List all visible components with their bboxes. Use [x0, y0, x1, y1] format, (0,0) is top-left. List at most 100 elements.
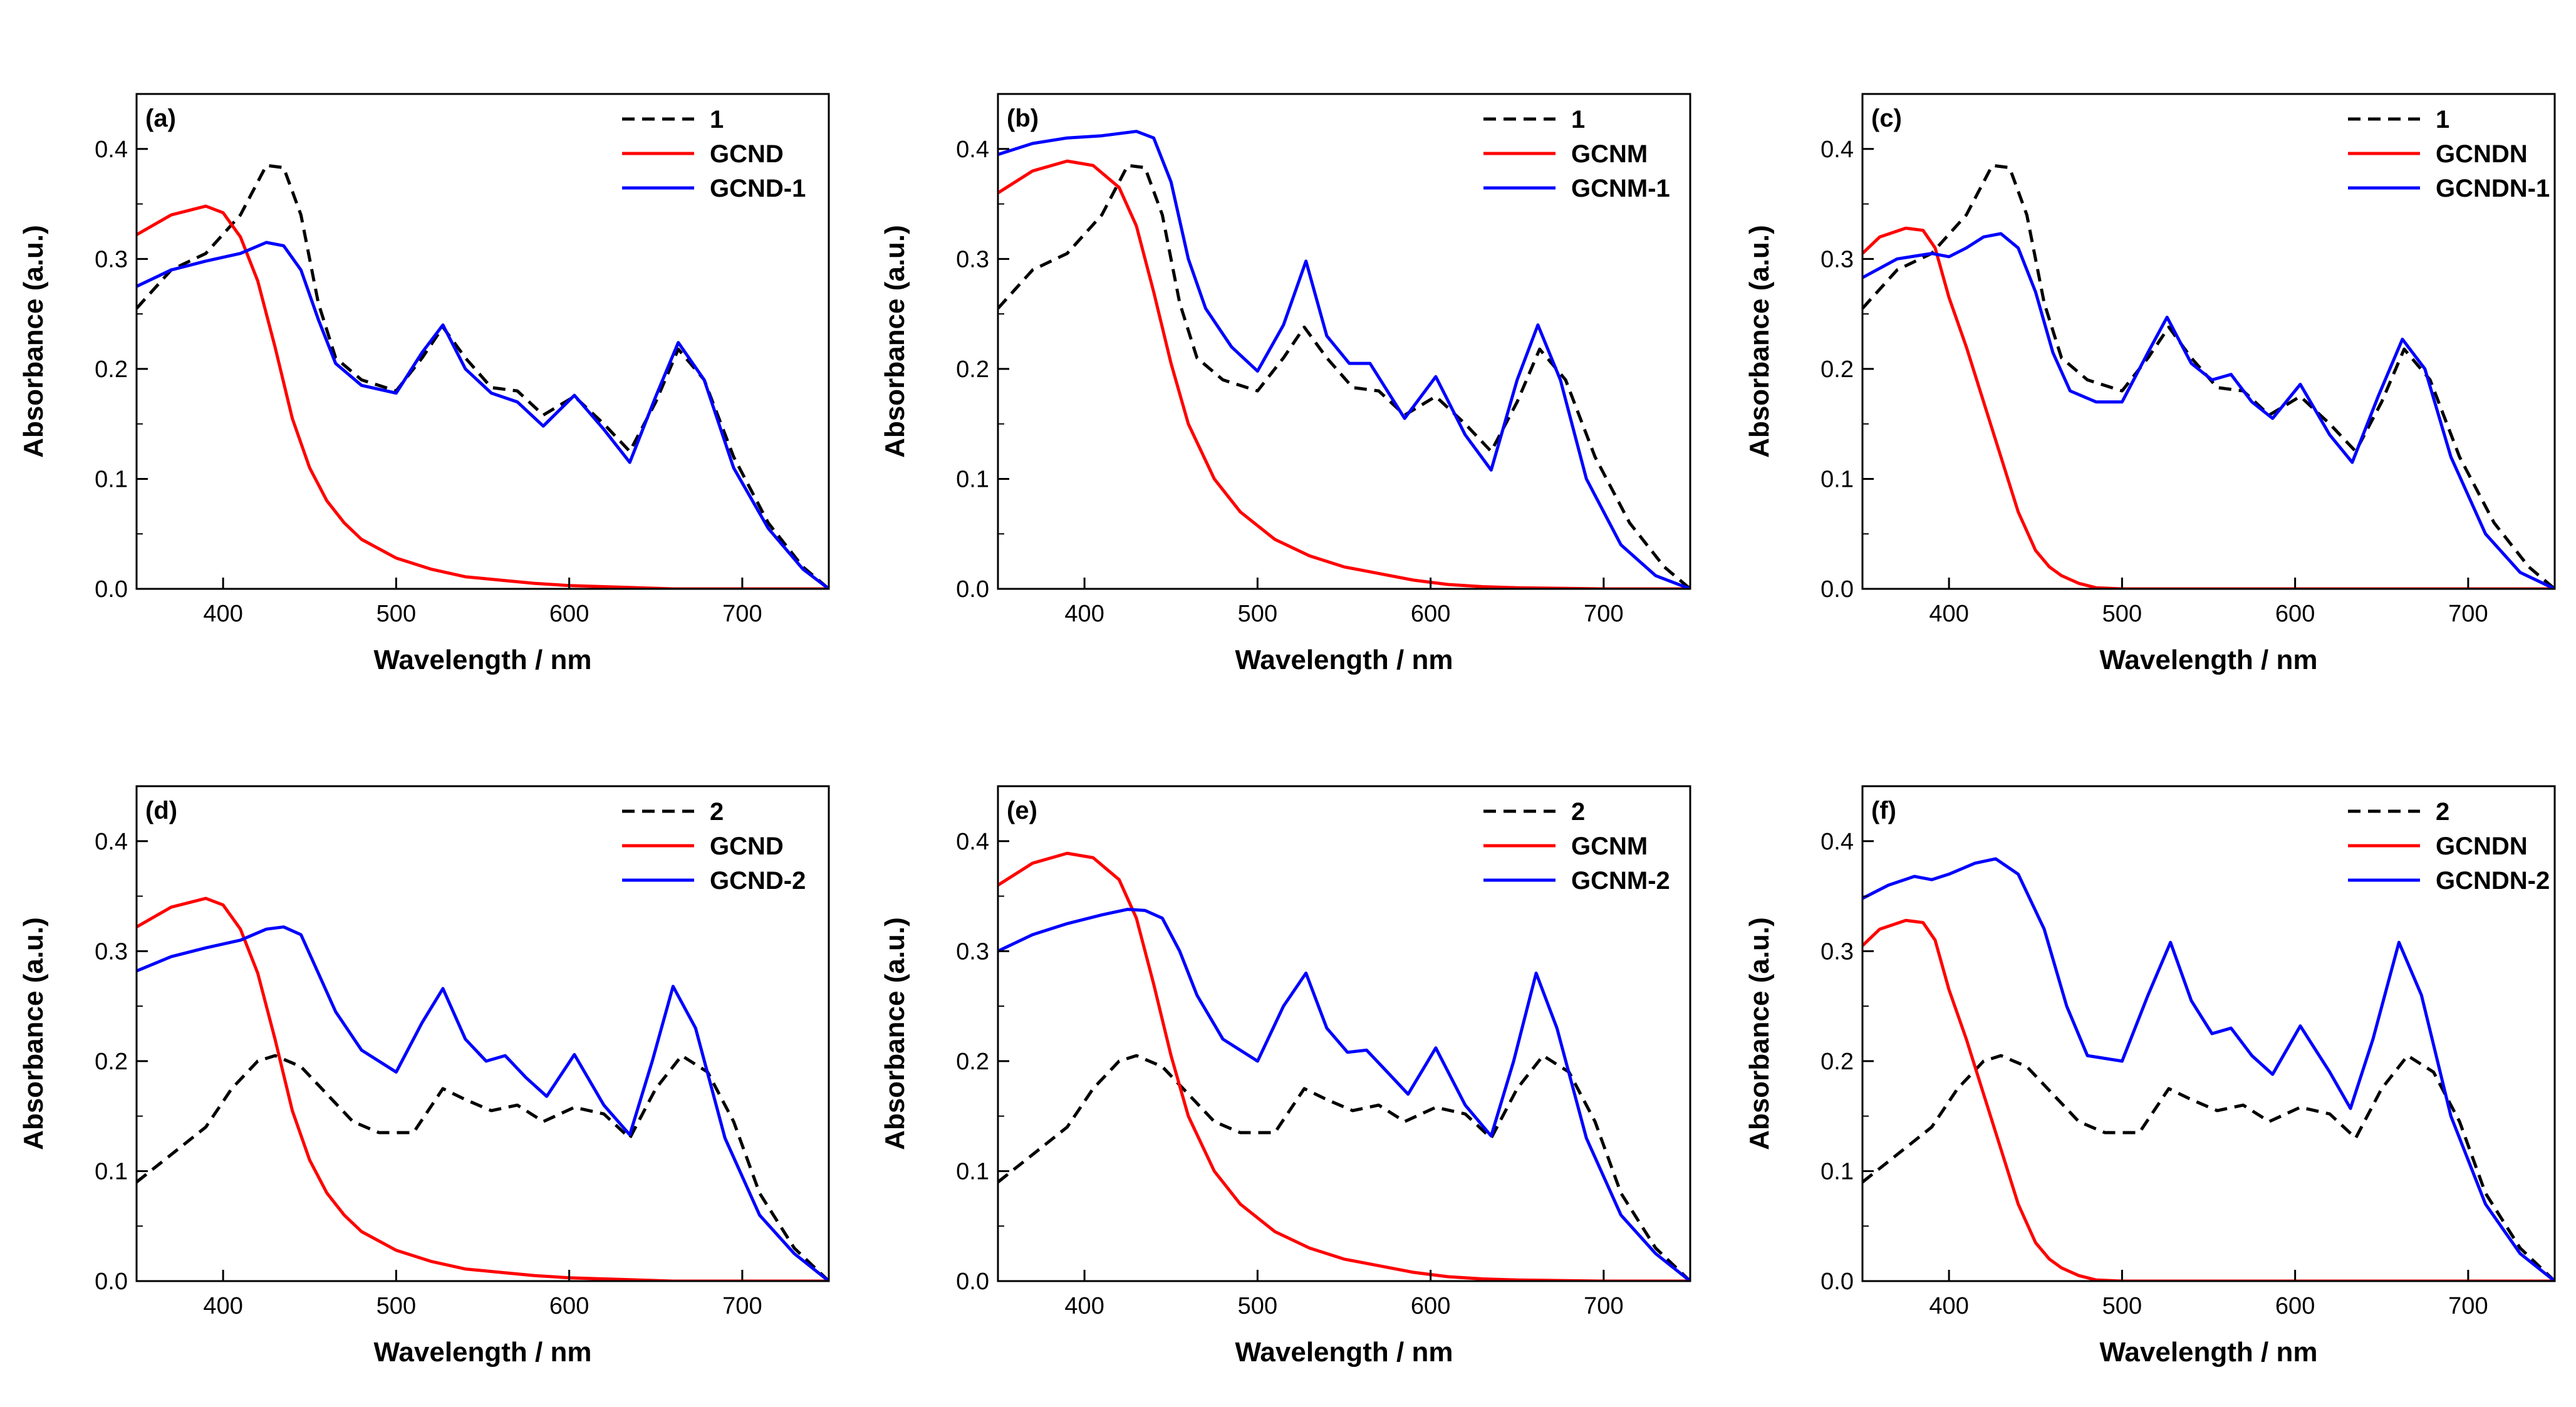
y-axis-title: Absorbance (a.u.) — [880, 917, 910, 1150]
x-tick-label: 600 — [549, 1293, 589, 1319]
legend-label: GCNM — [1571, 833, 1648, 860]
x-tick-label: 500 — [2102, 1293, 2142, 1319]
chart-panel: 400 500 600 700 0.0 0.1 0.2 0.3 0.4 Wavelength / … — [880, 785, 1691, 1368]
y-tick-label: 0.2 — [95, 1049, 128, 1075]
y-tick-label: 0.3 — [956, 938, 989, 965]
x-axis-title: Wavelength / nm — [1235, 1337, 1453, 1368]
series-line-2 — [1862, 1054, 2555, 1281]
legend-label: GCND-1 — [710, 175, 806, 202]
series-line-gcnm-1 — [998, 130, 1690, 589]
x-tick-label: 700 — [2448, 1293, 2488, 1319]
y-tick-label: 0.1 — [1820, 1158, 1854, 1185]
series-line-gcndn-1 — [1862, 232, 2555, 589]
series-line-gcnd-2 — [137, 925, 829, 1281]
chart-panel: 400 500 600 700 0.0 0.1 0.2 0.3 0.4 Wavelength / … — [880, 93, 1691, 675]
x-tick-label: 600 — [1411, 1293, 1450, 1319]
x-axis-title: Wavelength / nm — [374, 645, 592, 675]
plot-frame — [1861, 93, 2556, 590]
y-axis-title: Absorbance (a.u.) — [1744, 917, 1775, 1150]
y-tick-label: 0.3 — [95, 938, 128, 965]
x-tick-label: 400 — [203, 1293, 242, 1319]
y-tick-label: 0.4 — [956, 137, 989, 163]
x-tick-label: 600 — [549, 601, 589, 627]
y-tick-label: 0.1 — [1820, 466, 1854, 492]
y-tick-label: 0.4 — [95, 829, 128, 855]
legend-label: GCNDN-1 — [2436, 175, 2550, 202]
x-tick-label: 700 — [2448, 601, 2488, 627]
chart-panel: 400 500 600 700 0.0 0.1 0.2 0.3 0.4 Wavelength / … — [1744, 785, 2556, 1368]
legend-label: GCND — [710, 140, 784, 168]
legend-label: GCNM-2 — [1571, 867, 1670, 895]
plot-frame — [997, 785, 1691, 1282]
y-tick-label: 0.1 — [95, 466, 128, 492]
x-tick-label: 600 — [2275, 1293, 2315, 1319]
x-tick-label: 500 — [377, 1293, 416, 1319]
legend-label: 1 — [710, 106, 724, 133]
y-tick-label: 0.4 — [95, 137, 128, 163]
x-tick-label: 700 — [722, 1293, 762, 1319]
panel-label: (f) — [1871, 797, 1896, 824]
y-tick-label: 0.2 — [956, 356, 989, 383]
y-tick-label: 0.1 — [956, 466, 989, 492]
y-axis-title: Absorbance (a.u.) — [1744, 225, 1775, 458]
x-tick-label: 400 — [1064, 601, 1104, 627]
series-line-gcnd-1 — [137, 241, 829, 589]
y-axis-title: Absorbance (a.u.) — [18, 917, 49, 1150]
y-tick-label: 0.1 — [956, 1158, 989, 1185]
legend-label: GCNDN — [2436, 833, 2528, 860]
y-tick-label: 0.2 — [1820, 1049, 1854, 1075]
series-line-1 — [137, 164, 829, 589]
x-tick-label: 600 — [1411, 601, 1450, 627]
legend-label: 1 — [1571, 106, 1585, 133]
y-tick-label: 0.3 — [1820, 938, 1854, 965]
y-tick-label: 0.3 — [956, 246, 989, 273]
legend-label: 2 — [710, 798, 724, 826]
legend-label: 1 — [2436, 106, 2449, 133]
series-line-1 — [1862, 164, 2555, 589]
series-line-2 — [137, 1054, 829, 1281]
x-tick-label: 500 — [2102, 601, 2142, 627]
x-tick-label: 400 — [1929, 1293, 1968, 1319]
x-tick-label: 400 — [203, 601, 242, 627]
panel-label: (b) — [1007, 105, 1039, 132]
x-tick-label: 500 — [377, 601, 416, 627]
panel-label: (e) — [1007, 797, 1037, 824]
x-axis-title: Wavelength / nm — [2100, 645, 2318, 675]
legend-label: GCND — [710, 833, 784, 860]
series-line-gcndn-2 — [1862, 857, 2555, 1281]
legend-label: 2 — [2436, 798, 2449, 826]
series-line-gcnm — [998, 851, 1690, 1281]
legend-label: GCND-2 — [710, 867, 806, 895]
y-tick-label: 0.3 — [1820, 246, 1854, 273]
plot-frame — [135, 93, 830, 590]
y-tick-label: 0.0 — [95, 1269, 128, 1295]
y-tick-label: 0.2 — [95, 356, 128, 383]
x-tick-label: 400 — [1064, 1293, 1104, 1319]
series-line-2 — [998, 1054, 1690, 1281]
series-line-gcnm-2 — [998, 908, 1690, 1281]
panel-label: (c) — [1871, 105, 1902, 132]
chart-panel: 400 500 600 700 0.0 0.1 0.2 0.3 0.4 Wavelength / … — [18, 93, 830, 675]
plot-frame — [1861, 785, 2556, 1282]
legend-label: GCNM — [1571, 140, 1648, 168]
x-tick-label: 700 — [722, 601, 762, 627]
x-axis-title: Wavelength / nm — [1235, 645, 1453, 675]
x-tick-label: 700 — [1584, 601, 1623, 627]
y-tick-label: 0.2 — [1820, 356, 1854, 383]
series-line-1 — [998, 164, 1690, 589]
y-tick-label: 0.4 — [1820, 829, 1854, 855]
y-axis-title: Absorbance (a.u.) — [18, 225, 49, 458]
x-tick-label: 400 — [1929, 601, 1968, 627]
x-axis-title: Wavelength / nm — [374, 1337, 592, 1368]
plot-frame — [135, 785, 830, 1282]
y-tick-label: 0.1 — [95, 1158, 128, 1185]
y-tick-label: 0.0 — [1820, 576, 1854, 603]
y-tick-label: 0.0 — [956, 1269, 989, 1295]
x-axis-title: Wavelength / nm — [2100, 1337, 2318, 1368]
series-line-gcndn — [1862, 918, 2555, 1281]
x-tick-label: 600 — [2275, 601, 2315, 627]
series-line-gcnm — [998, 159, 1690, 589]
y-tick-label: 0.4 — [956, 829, 989, 855]
y-tick-label: 0.2 — [956, 1049, 989, 1075]
